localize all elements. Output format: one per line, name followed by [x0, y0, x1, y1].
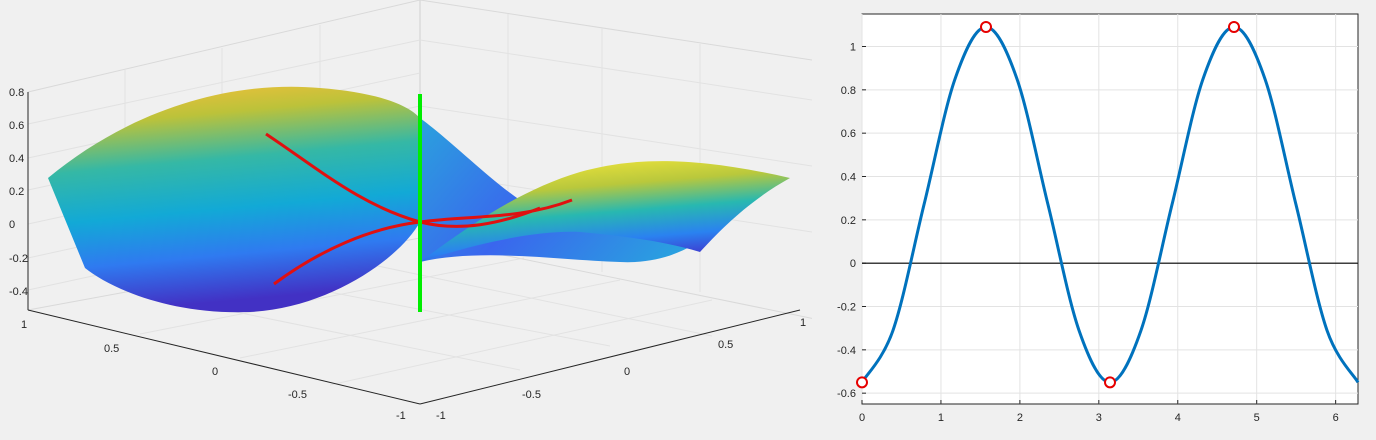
left-axis-ticks: 1 0.5 0 -0.5 -1 — [21, 319, 406, 422]
y-tick-label: -0.2 — [837, 302, 856, 314]
y-tick-label: 0.8 — [841, 85, 856, 97]
right-tick-label: -0.5 — [522, 389, 541, 401]
surface-left-lobe — [48, 86, 420, 313]
left-tick-label: -1 — [396, 410, 406, 422]
y-tick-label: 1 — [850, 42, 856, 54]
extremum-marker — [1228, 21, 1240, 33]
x-tick-label: 3 — [1096, 412, 1102, 424]
y-tick-label: -0.6 — [837, 388, 856, 400]
z-tick-label: 0.6 — [9, 120, 24, 132]
extremum-marker — [856, 376, 868, 389]
z-tick-label: 0.8 — [9, 87, 24, 99]
right-axis-ticks: -1 -0.5 0 0.5 1 — [436, 317, 806, 422]
right-tick-label: -1 — [436, 410, 446, 422]
left-tick-label: 0.5 — [104, 343, 119, 355]
x-tick-label: 6 — [1333, 412, 1339, 424]
y-tick-label: 0.2 — [841, 215, 856, 227]
z-tick-label: -0.4 — [9, 286, 28, 298]
x-tick-label: 2 — [1017, 412, 1023, 424]
surface-right-lobe — [420, 161, 790, 262]
plot-area — [861, 13, 1359, 405]
right-tick-label: 1 — [800, 317, 806, 329]
surface-plot-3d: 0.8 0.6 0.4 0.2 0 -0.2 -0.4 1 0.5 0 -0.5… — [9, 0, 812, 422]
grid — [861, 14, 1358, 404]
left-tick-label: 0 — [212, 366, 218, 378]
y-tick-label: 0.6 — [841, 128, 856, 140]
left-tick-label: -0.5 — [288, 389, 307, 401]
z-tick-label: 0.2 — [9, 186, 24, 198]
x-tick-label: 4 — [1175, 412, 1181, 424]
series — [856, 21, 1360, 389]
right-tick-label: 0 — [624, 366, 630, 378]
y-tick-label: -0.4 — [837, 345, 856, 357]
extremum-marker — [980, 21, 992, 33]
x-tick-label: 0 — [859, 412, 865, 424]
y-tick-label: 0 — [850, 258, 856, 270]
z-tick-label: 0.4 — [9, 153, 24, 165]
x-tick-label: 5 — [1254, 412, 1260, 424]
z-tick-label: -0.2 — [9, 253, 28, 265]
x-tick-label: 1 — [938, 412, 944, 424]
y-tick-label: 0.4 — [841, 172, 856, 184]
right-tick-label: 0.5 — [718, 339, 733, 351]
z-axis-ticks: 0.8 0.6 0.4 0.2 0 -0.2 -0.4 — [9, 87, 28, 298]
z-tick-label: 0 — [9, 219, 15, 231]
tick-labels: 0 1 2 3 4 5 6 1 0.8 0.6 0.4 0.2 0 -0.2 -0.4 -0.6 — [837, 42, 1339, 425]
left-tick-label: 1 — [21, 319, 27, 331]
floor-axes — [27, 92, 801, 405]
extremum-marker — [1104, 376, 1116, 389]
line-chart: 0 1 2 3 4 5 6 1 0.8 0.6 0.4 0.2 0 -0.2 -0.4 -0.6 — [837, 13, 1360, 425]
